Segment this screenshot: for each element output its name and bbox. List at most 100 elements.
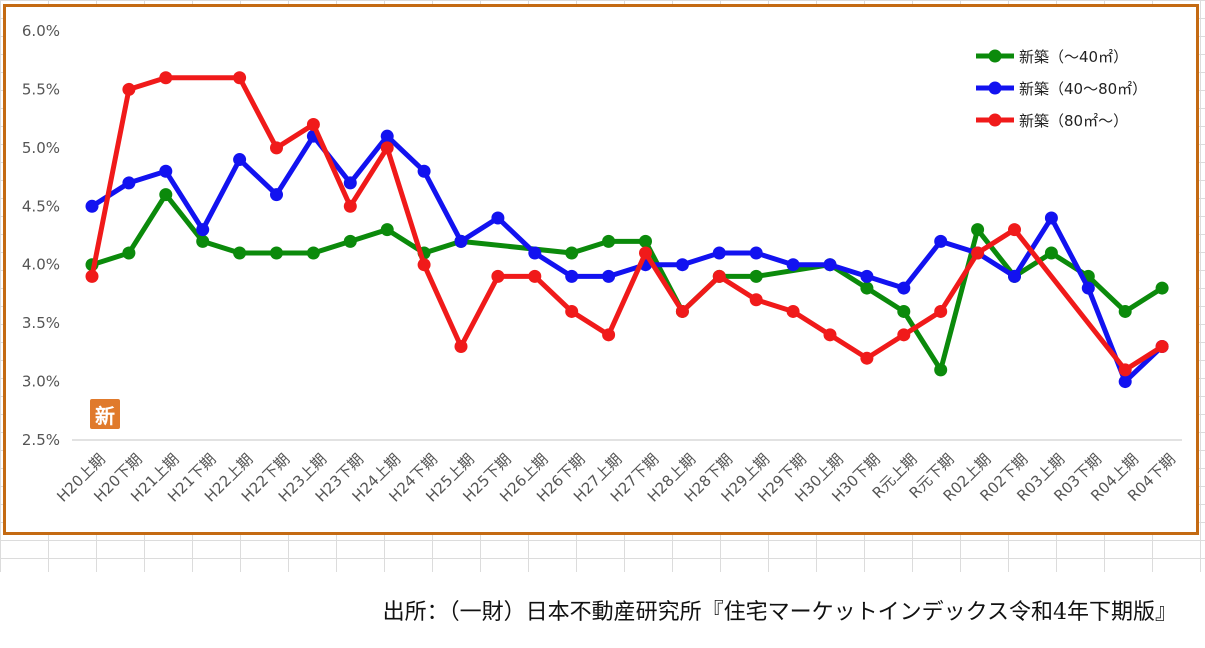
data-point (971, 246, 985, 260)
data-point (749, 246, 763, 260)
line-chart: 2.5%3.0%3.5%4.0%4.5%5.0%5.5%6.0%H20上期H20… (22, 22, 1182, 506)
data-point (823, 328, 837, 342)
data-point (1155, 340, 1169, 354)
legend-item-1: 新築（～40㎡） (976, 48, 1128, 66)
data-point (417, 258, 431, 272)
data-point (1118, 304, 1132, 318)
legend-swatch-marker (988, 113, 1002, 127)
source-note: 出所：（一財）日本不動産研究所『住宅マーケットインデックス令和4年下期版』 (382, 600, 1177, 625)
data-point (860, 281, 874, 295)
y-tick-label: 4.0% (22, 256, 60, 274)
data-point (934, 304, 948, 318)
data-point (528, 246, 542, 260)
y-tick-label: 5.0% (22, 139, 60, 157)
data-point (1081, 281, 1095, 295)
legend-label: 新築（80㎡～） (1019, 112, 1128, 130)
data-point (712, 246, 726, 260)
data-point (306, 246, 320, 260)
data-point (565, 269, 579, 283)
data-point (233, 246, 247, 260)
data-point (196, 223, 210, 237)
y-tick-label: 4.5% (22, 197, 60, 215)
data-point (639, 234, 652, 248)
legend: 新築（～40㎡） 新築（40～80㎡） 新築（80㎡～） (976, 48, 1147, 130)
series-1 (85, 188, 1169, 377)
data-point (491, 269, 505, 283)
data-point (786, 258, 800, 272)
data-point (897, 328, 911, 342)
data-point (934, 234, 948, 248)
data-point (343, 234, 357, 248)
y-tick-label: 5.5% (22, 80, 60, 98)
legend-item-3: 新築（80㎡～） (976, 112, 1128, 130)
data-point (122, 176, 136, 190)
data-point (491, 211, 505, 225)
chart-frame: 2.5% 3.0% 3.5% 4.0% 4.5% 5.0% 5.5% 6.0% H20上期 H20… (3, 4, 1199, 535)
data-point (602, 234, 616, 248)
data-point (380, 129, 394, 143)
data-point (971, 223, 985, 237)
data-point (270, 246, 283, 260)
data-point (1044, 246, 1058, 260)
y-tick-label: 3.5% (22, 314, 60, 332)
source-strip: 出所：（一財）日本不動産研究所『住宅マーケットインデックス令和4年下期版』 (0, 572, 1205, 648)
series-3 (85, 71, 1169, 377)
series-layer (85, 71, 1169, 389)
legend-label: 新築（～40㎡） (1019, 48, 1128, 66)
axis-layer: 2.5%3.0%3.5%4.0%4.5%5.0%5.5%6.0%H20上期H20… (22, 22, 1182, 506)
data-point (897, 281, 911, 295)
y-tick-label: 6.0% (22, 22, 60, 40)
data-point (602, 328, 616, 342)
data-point (233, 71, 247, 85)
data-point (417, 164, 431, 178)
data-point (897, 304, 911, 318)
data-point (1118, 375, 1132, 389)
y-tick-label: 3.0% (22, 373, 60, 391)
y-tick-label: 2.5% (22, 431, 60, 449)
data-point (122, 82, 136, 96)
data-point (1008, 269, 1021, 283)
data-point (675, 258, 689, 272)
data-point (196, 234, 210, 248)
data-point (786, 304, 800, 318)
data-point (1008, 223, 1021, 237)
data-point (159, 71, 173, 85)
data-point (454, 234, 468, 248)
data-point (1044, 211, 1058, 225)
data-point (675, 304, 689, 318)
series-line (89, 133, 1165, 385)
data-point (270, 188, 283, 202)
data-point (639, 246, 652, 260)
data-point (860, 269, 874, 283)
new-build-badge: 新 (90, 399, 120, 429)
data-point (270, 141, 283, 155)
data-point (749, 293, 763, 307)
data-point (380, 223, 394, 237)
data-point (380, 141, 394, 155)
data-point (454, 340, 468, 354)
legend-label: 新築（40～80㎡） (1019, 80, 1147, 98)
data-point (528, 269, 542, 283)
data-point (934, 363, 948, 377)
series-line (89, 192, 1165, 373)
data-point (565, 304, 579, 318)
data-point (823, 258, 837, 272)
legend-swatch-marker (988, 81, 1002, 95)
data-point (159, 188, 173, 202)
legend-item-2: 新築（40～80㎡） (976, 80, 1147, 98)
data-point (860, 351, 874, 365)
data-point (343, 199, 357, 213)
data-point (565, 246, 579, 260)
data-point (712, 269, 726, 283)
data-point (85, 199, 99, 213)
series-2 (85, 129, 1169, 389)
data-point (306, 117, 320, 131)
data-point (233, 153, 247, 167)
legend-swatch-marker (988, 49, 1002, 63)
data-point (343, 176, 357, 190)
data-point (1118, 363, 1132, 377)
data-point (1155, 281, 1169, 295)
data-point (749, 269, 763, 283)
data-point (122, 246, 136, 260)
data-point (85, 269, 99, 283)
